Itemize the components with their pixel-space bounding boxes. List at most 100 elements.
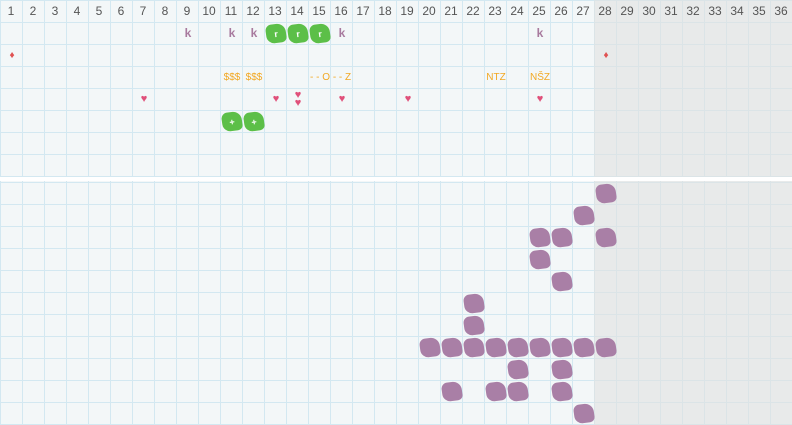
board-cell[interactable] [594, 182, 618, 204]
purple-piece [462, 314, 486, 336]
purple-piece [528, 248, 552, 270]
column-header: 34 [730, 4, 744, 18]
column-header: 2 [29, 4, 37, 18]
board-cell[interactable]: r [308, 22, 332, 44]
board-cell[interactable] [594, 226, 618, 248]
board-cell[interactable] [550, 270, 574, 292]
board-cell[interactable] [484, 336, 508, 358]
green-piece: + [220, 110, 244, 132]
board-cell[interactable]: r [264, 22, 288, 44]
board-cell[interactable] [528, 336, 552, 358]
board-cell[interactable]: + [220, 110, 244, 132]
board-cell[interactable]: ♥ [529, 88, 551, 110]
column-header: 18 [378, 4, 392, 18]
column-header: 20 [422, 4, 436, 18]
board-cell[interactable]: r [286, 22, 310, 44]
purple-piece [572, 402, 596, 424]
purple-piece [550, 226, 574, 248]
board-cell[interactable]: + [242, 110, 266, 132]
column-header: 11 [224, 4, 238, 18]
board-cell[interactable] [550, 358, 574, 380]
board-cell[interactable] [462, 336, 486, 358]
column-header: 25 [532, 4, 546, 18]
board-cell[interactable]: - - O [309, 66, 331, 88]
bottom-board[interactable] [0, 181, 792, 425]
board-cell[interactable] [594, 336, 618, 358]
green-piece: r [286, 22, 310, 44]
green-piece: + [242, 110, 266, 132]
board-cell[interactable] [484, 380, 508, 402]
column-header: 16 [334, 4, 348, 18]
purple-piece [572, 204, 596, 226]
board-cell[interactable] [506, 380, 530, 402]
board-cell[interactable]: k [221, 22, 243, 44]
board-cell[interactable] [506, 336, 530, 358]
purple-piece [440, 336, 464, 358]
top-board[interactable] [0, 0, 792, 177]
board-cell[interactable] [572, 336, 596, 358]
board-cell[interactable] [462, 314, 486, 336]
board-cell[interactable]: ♦ [595, 44, 617, 66]
board-cell[interactable]: ♥ [397, 88, 419, 110]
column-header: 12 [246, 4, 260, 18]
board-cell[interactable]: NTZ [485, 66, 507, 88]
column-header: 8 [161, 4, 169, 18]
column-header: 33 [708, 4, 722, 18]
board-cell[interactable] [550, 226, 574, 248]
purple-piece [528, 226, 552, 248]
board-cell[interactable]: ♥ [133, 88, 155, 110]
board-cell[interactable] [462, 292, 486, 314]
column-header: 10 [202, 4, 216, 18]
purple-piece [594, 182, 618, 204]
board-cell[interactable] [528, 226, 552, 248]
drop-icon: ♦ [9, 49, 15, 61]
board-cell[interactable]: ♥ [265, 88, 287, 110]
column-header: 15 [312, 4, 326, 18]
purple-piece [506, 358, 530, 380]
k-label: k [184, 26, 192, 40]
purple-piece [550, 358, 574, 380]
purple-piece [506, 336, 530, 358]
board-cell[interactable] [440, 336, 464, 358]
purple-piece [594, 336, 618, 358]
heart-icon: ♥ [404, 93, 412, 105]
purple-piece [440, 380, 464, 402]
column-header: 6 [117, 4, 125, 18]
board-cell[interactable]: k [331, 22, 353, 44]
board-cell[interactable]: $$$ [243, 66, 265, 88]
board-cell[interactable]: k [243, 22, 265, 44]
column-header: 22 [466, 4, 480, 18]
board-cell[interactable]: - - Z [331, 66, 353, 88]
board-cell[interactable] [572, 402, 596, 424]
column-header: 35 [752, 4, 766, 18]
k-label: k [536, 26, 544, 40]
purple-piece [572, 336, 596, 358]
board-cell[interactable]: ♥♥ [287, 88, 309, 110]
heart-icon: ♥ [272, 93, 280, 105]
board-cell[interactable] [550, 336, 574, 358]
board-cell[interactable]: k [529, 22, 551, 44]
column-header: 28 [598, 4, 612, 18]
board-cell[interactable]: ♥ [331, 88, 353, 110]
board-cell[interactable] [440, 380, 464, 402]
purple-piece [550, 270, 574, 292]
board-cell[interactable]: $$$ [221, 66, 243, 88]
board-cell[interactable] [550, 380, 574, 402]
board-cell[interactable]: k [177, 22, 199, 44]
heart-icon: ♥ [338, 93, 346, 105]
board-cell[interactable]: ♦ [1, 44, 23, 66]
column-header: 5 [95, 4, 103, 18]
column-header: 17 [356, 4, 370, 18]
column-header: 23 [488, 4, 502, 18]
board-cell[interactable] [528, 248, 552, 270]
board-cell[interactable]: NŠZ [529, 66, 551, 88]
heart-icon: ♥ [140, 93, 148, 105]
board-cell[interactable] [418, 336, 442, 358]
column-header: 9 [183, 4, 191, 18]
board-cell[interactable] [506, 358, 530, 380]
purple-piece [484, 336, 508, 358]
column-header: 31 [664, 4, 678, 18]
board-cell[interactable] [572, 204, 596, 226]
purple-piece [550, 336, 574, 358]
column-header: 14 [290, 4, 304, 18]
